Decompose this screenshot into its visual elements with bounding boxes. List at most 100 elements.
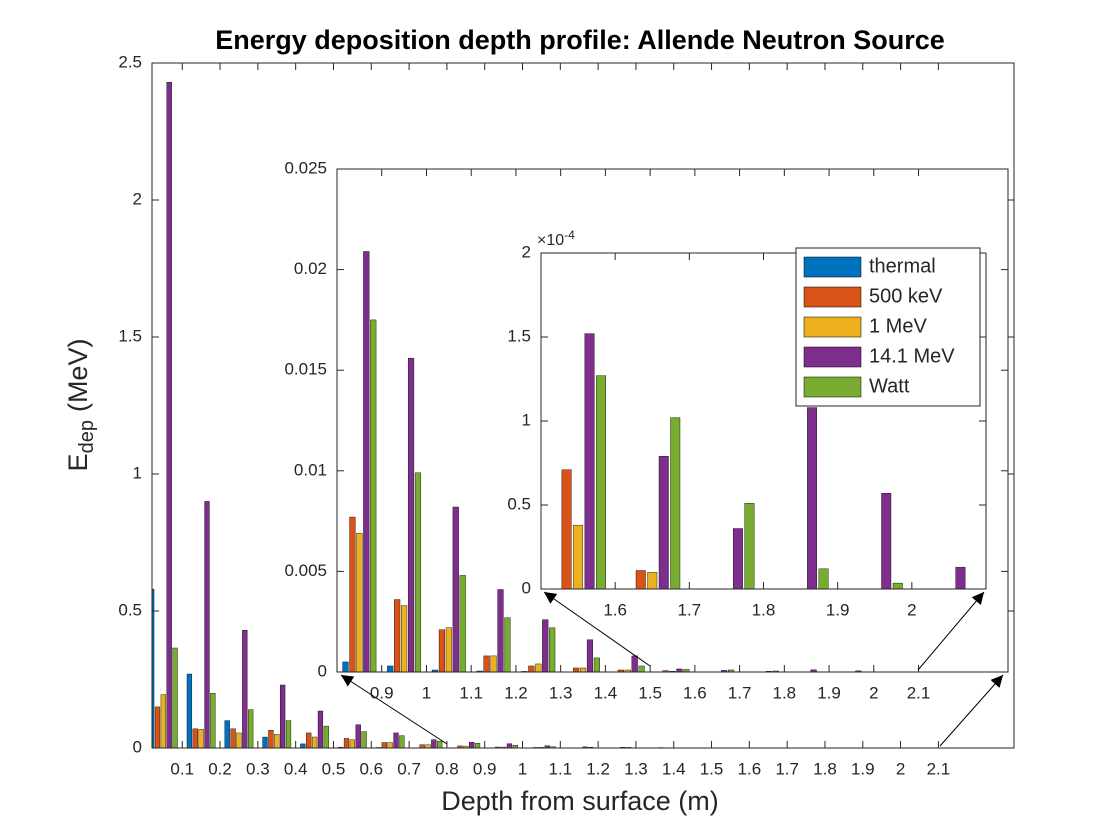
x-tick-label: 1.1 xyxy=(459,683,483,702)
bar xyxy=(262,736,268,748)
bar xyxy=(274,734,280,748)
bar xyxy=(236,732,242,748)
bar xyxy=(506,743,513,748)
y-tick-label: 0.01 xyxy=(294,460,327,479)
bar xyxy=(407,357,415,672)
bar xyxy=(550,746,556,748)
bar xyxy=(242,629,248,748)
axes-box xyxy=(336,168,1009,673)
bar xyxy=(166,81,172,748)
bar xyxy=(311,736,318,748)
x-tick-label: 0.3 xyxy=(246,759,270,778)
legend-swatch xyxy=(803,346,862,368)
bar xyxy=(198,729,204,748)
y-tick-label: 2 xyxy=(133,189,142,208)
x-tick-label: 1.3 xyxy=(624,759,648,778)
bar xyxy=(881,493,892,589)
x-tick-label: 1.2 xyxy=(504,683,528,702)
bar xyxy=(186,673,193,748)
y-tick-label: 1 xyxy=(522,410,531,429)
bar xyxy=(497,589,504,672)
bar xyxy=(128,0,137,589)
x-tick-label: 0.7 xyxy=(397,759,421,778)
bar xyxy=(476,670,483,672)
bar xyxy=(490,655,497,672)
bar xyxy=(204,501,210,748)
x-tick-label: 0.8 xyxy=(435,759,459,778)
x-tick-label: 2 xyxy=(896,759,905,778)
bar xyxy=(74,0,80,672)
x-tick-label: 1.5 xyxy=(700,759,724,778)
bar xyxy=(300,743,306,748)
bar xyxy=(573,667,580,672)
bar xyxy=(431,739,437,748)
bar xyxy=(0,0,4,672)
x-tick-label: 0.9 xyxy=(473,759,497,778)
bar xyxy=(105,85,114,589)
bar xyxy=(172,647,178,748)
bar xyxy=(399,735,405,748)
x-tick-label: 1.5 xyxy=(638,683,662,702)
x-tick-label: 1.8 xyxy=(773,683,797,702)
bar xyxy=(381,742,387,748)
bar xyxy=(593,657,600,672)
bar xyxy=(683,669,690,672)
bar xyxy=(469,742,475,748)
bar xyxy=(0,0,1,589)
zoom-arrows xyxy=(340,674,1004,747)
bar xyxy=(356,532,363,672)
zoom-arrow xyxy=(917,591,985,671)
bar xyxy=(285,720,292,748)
x-tick-label: 1.8 xyxy=(813,759,837,778)
x-tick-label: 2.1 xyxy=(927,759,951,778)
bar xyxy=(638,665,645,672)
bars xyxy=(0,0,966,589)
y-tick-label: 1.5 xyxy=(118,326,142,345)
bar xyxy=(596,375,607,589)
x-tick-label: 1.7 xyxy=(728,683,752,702)
x-tick-label: 1.7 xyxy=(678,600,702,619)
bar xyxy=(535,663,542,672)
bar xyxy=(586,639,594,672)
bar xyxy=(36,0,42,672)
x-tick-label: 1 xyxy=(422,683,431,702)
zoom-arrow xyxy=(340,674,448,745)
bar xyxy=(393,732,399,748)
y-tick-label: 0.015 xyxy=(284,360,327,379)
bar xyxy=(140,0,149,589)
x-tick-label: 0.6 xyxy=(359,759,383,778)
zoom-arrow xyxy=(543,591,651,667)
bar xyxy=(542,619,549,672)
legend: thermal 500 keV 1 MeV 14.1 MeV Watt xyxy=(795,247,981,407)
bar xyxy=(528,665,535,672)
bar xyxy=(561,469,572,589)
bar xyxy=(370,319,377,672)
bar xyxy=(676,668,683,672)
bar xyxy=(280,684,286,748)
y-label-main: E xyxy=(63,453,93,471)
x-tick-label: 1.7 xyxy=(775,759,799,778)
bar xyxy=(349,516,356,672)
bar xyxy=(579,667,587,672)
y-tick-label: 0 xyxy=(318,661,327,680)
bar xyxy=(81,0,87,672)
x-tick-label: 1.3 xyxy=(549,683,573,702)
x-tick-label: 0.9 xyxy=(370,683,394,702)
y-tick-label: 1 xyxy=(133,463,142,482)
x-tick-label: 1.6 xyxy=(738,759,762,778)
inset-axes: 0 0.5 1 1.5 2 1.6 1.7 1.8 1.9 2 ×10-4 thermal 500 ke… xyxy=(0,0,987,619)
axes-box xyxy=(540,252,987,590)
legend-label: 1 MeV xyxy=(869,315,927,337)
legend-swatch xyxy=(803,286,862,308)
bar xyxy=(317,710,324,748)
y-tick-label: 0 xyxy=(522,578,531,597)
bar xyxy=(631,655,638,672)
bar xyxy=(414,472,422,672)
bar xyxy=(117,0,126,589)
y-label-subscript: dep xyxy=(76,420,98,453)
x-tick-label: 0.1 xyxy=(170,759,194,778)
y-tick-label: 1.5 xyxy=(507,326,531,345)
bar xyxy=(95,0,101,672)
x-tick-label: 1.9 xyxy=(817,683,841,702)
